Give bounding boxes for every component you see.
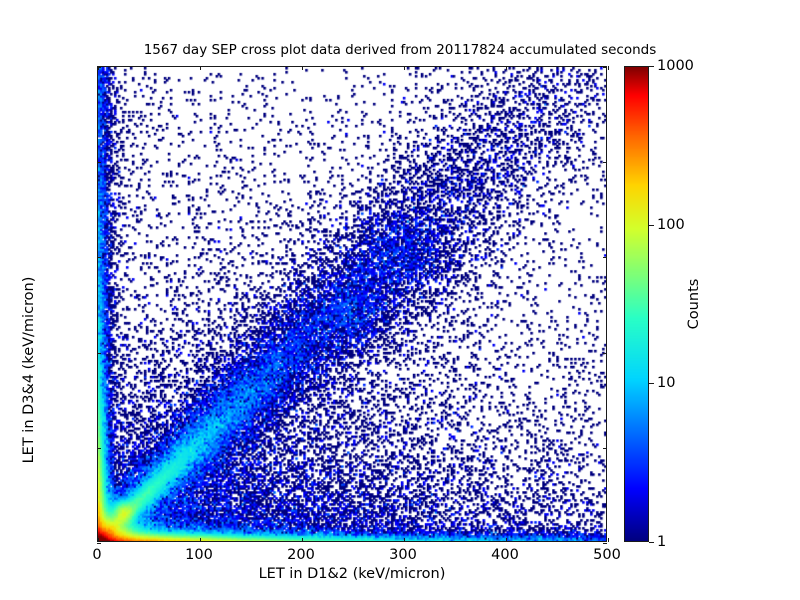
x-tick-label: 100 — [185, 547, 213, 563]
x-tick-mark — [200, 66, 201, 70]
y-tick-mark — [603, 352, 607, 354]
colorbar-tick-label: 10 — [657, 375, 676, 392]
y-tick-mark — [97, 543, 101, 544]
x-axis-label: LET in D1&2 (keV/micron) — [258, 566, 446, 582]
y-axis-label: LET in D3&4 (keV/micron) — [21, 276, 37, 464]
colorbar-tick-label: 100 — [657, 216, 685, 233]
colorbar-label: Counts — [686, 278, 702, 330]
x-tick-label: 0 — [92, 547, 102, 563]
x-tick-mark — [506, 66, 507, 70]
x-tick-mark — [302, 66, 303, 70]
x-tick-mark — [302, 538, 303, 542]
colorbar-tick-mark — [649, 224, 654, 226]
plot-title-line-1: 1567 day SEP cross plot data derived fro… — [143, 42, 657, 58]
x-tick-label: 400 — [491, 547, 519, 563]
colorbar-tick-mark — [649, 66, 654, 67]
x-tick-mark — [98, 538, 99, 542]
x-tick-label: 300 — [389, 547, 417, 563]
y-tick-mark — [603, 257, 607, 259]
y-tick-mark — [97, 352, 101, 354]
colorbar-tick-mark — [649, 383, 654, 385]
y-tick-mark — [603, 543, 607, 544]
x-tick-label: 500 — [593, 547, 621, 563]
y-tick-mark — [97, 447, 101, 449]
y-tick-mark — [603, 162, 607, 164]
x-tick-mark — [608, 538, 609, 542]
y-tick-mark — [97, 162, 101, 164]
y-tick-mark — [603, 447, 607, 449]
x-tick-mark — [98, 66, 99, 70]
colorbar-tick-label: 1000 — [657, 58, 694, 74]
x-tick-mark — [506, 538, 507, 542]
colorbar-wrap — [624, 66, 649, 542]
y-tick-mark — [97, 67, 101, 68]
plot-axes-frame — [97, 66, 609, 544]
y-tick-mark — [603, 67, 607, 68]
density-heatmap — [98, 67, 606, 541]
colorbar-gradient — [625, 67, 648, 541]
x-tick-mark — [608, 66, 609, 70]
x-tick-mark — [200, 538, 201, 542]
x-tick-mark — [404, 66, 405, 70]
colorbar-tick-mark — [649, 542, 654, 543]
y-tick-mark — [97, 257, 101, 259]
x-tick-mark — [404, 538, 405, 542]
x-tick-label: 200 — [287, 547, 315, 563]
colorbar — [624, 66, 649, 542]
colorbar-tick-label: 1 — [657, 534, 667, 550]
